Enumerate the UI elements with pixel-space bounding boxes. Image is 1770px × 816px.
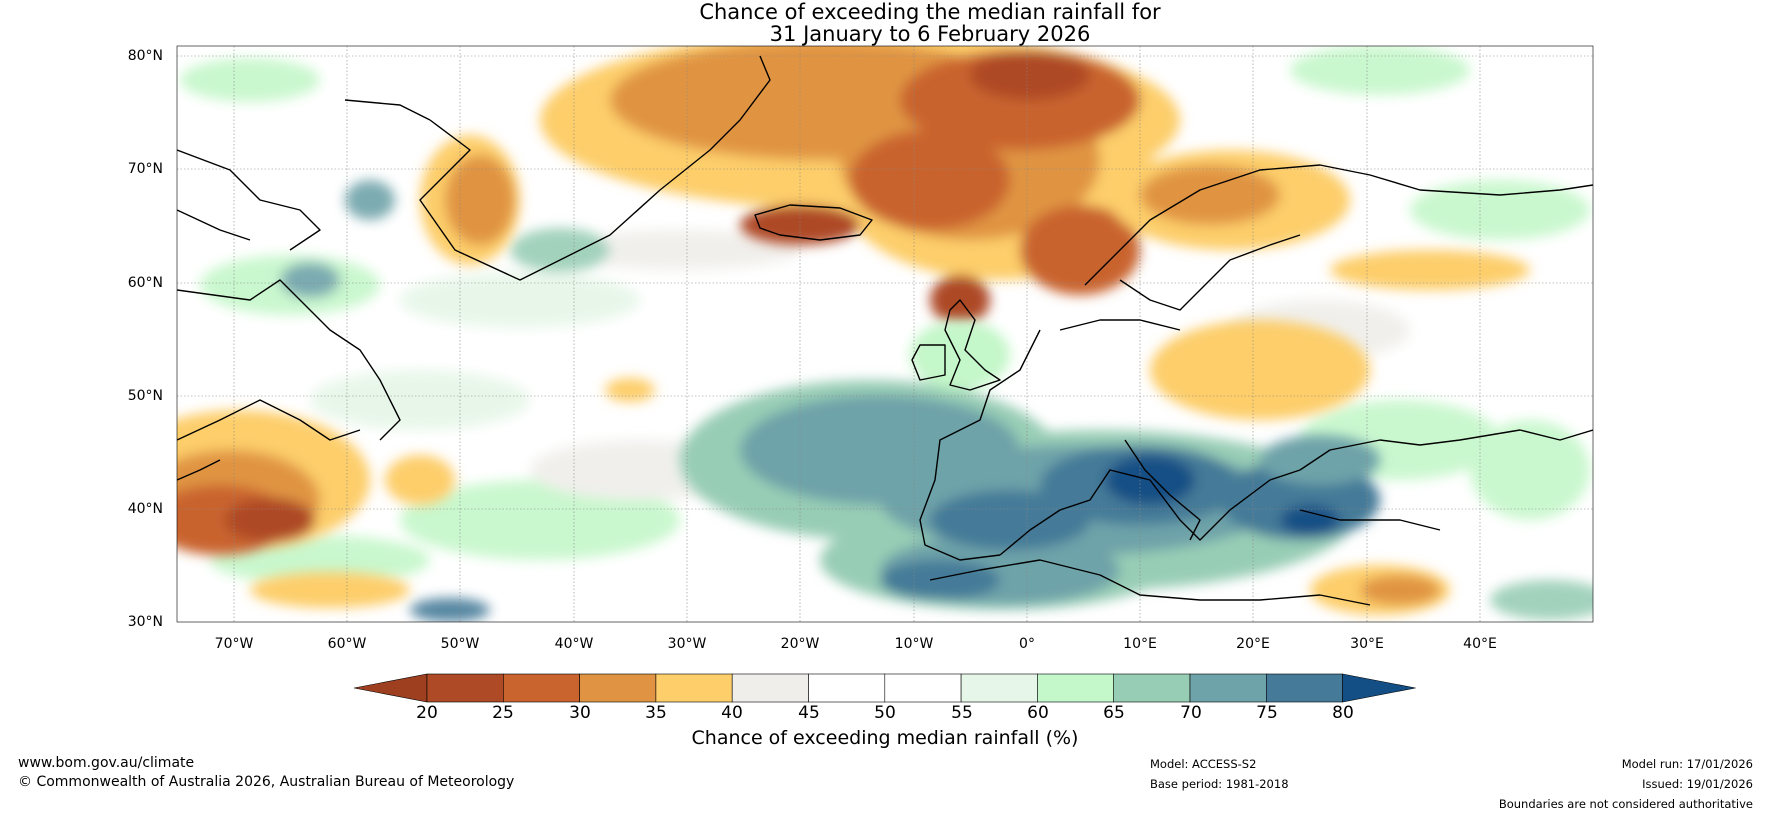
colorbar-segment — [960, 673, 1038, 703]
lon-label: 70°W — [214, 636, 254, 652]
colorbar-segment — [808, 673, 886, 703]
colorbar-tick-label: 70 — [1180, 703, 1202, 723]
coastlines — [177, 55, 1593, 606]
lon-label: 30°W — [667, 636, 707, 652]
base-period: Base period: 1981-2018 — [1150, 777, 1289, 791]
colorbar-segment — [502, 673, 580, 703]
lon-label: 40°W — [554, 636, 594, 652]
lon-label: 50°W — [440, 636, 480, 652]
boundaries-disclaimer: Boundaries are not considered authoritat… — [1498, 797, 1753, 811]
lon-label: 40°E — [1463, 636, 1497, 652]
lon-label: 10°W — [894, 636, 934, 652]
model-run-date: Model run: 17/01/2026 — [1621, 757, 1753, 771]
colorbar-tick-label: 80 — [1332, 703, 1354, 723]
colorbar-segment — [579, 673, 657, 703]
chart-title-line2: 31 January to 6 February 2026 — [769, 22, 1091, 46]
colorbar-tick-label: 50 — [874, 703, 896, 723]
lat-label: 70°N — [127, 161, 163, 177]
lon-label: 60°W — [327, 636, 367, 652]
colorbar-tick-label: 55 — [951, 703, 973, 723]
graticule — [177, 46, 1593, 622]
colorbar-segment — [426, 673, 504, 703]
lon-label: 0° — [1019, 636, 1035, 652]
colorbar-title: Chance of exceeding median rainfall (%) — [691, 727, 1079, 749]
colorbar-tick-label: 20 — [416, 703, 438, 723]
colorbar-extend-low — [353, 673, 428, 703]
colorbar-tick-label: 75 — [1256, 703, 1278, 723]
colorbar-tick-label: 45 — [798, 703, 820, 723]
lat-label: 60°N — [127, 275, 163, 291]
colorbar-segment — [1189, 673, 1267, 703]
map-frame — [176, 45, 1594, 623]
lat-label: 40°N — [127, 501, 163, 517]
lat-label: 80°N — [127, 48, 163, 64]
colorbar-tick-label: 60 — [1027, 703, 1049, 723]
colorbar-tick-label: 35 — [645, 703, 667, 723]
copyright-text: © Commonwealth of Australia 2026, Austra… — [18, 774, 515, 790]
colorbar-segment — [655, 673, 733, 703]
model-name: Model: ACCESS-S2 — [1150, 757, 1257, 771]
issued-date: Issued: 19/01/2026 — [1642, 777, 1753, 791]
lon-label: 20°E — [1236, 636, 1270, 652]
chart-title-line1: Chance of exceeding the median rainfall … — [699, 0, 1161, 24]
colorbar-tick-label: 65 — [1103, 703, 1125, 723]
colorbar-segment — [1266, 673, 1343, 703]
lat-label: 30°N — [127, 614, 163, 630]
colorbar-extend-high — [1342, 673, 1416, 703]
lon-label: 30°E — [1350, 636, 1384, 652]
colorbar-tick-label: 25 — [492, 703, 514, 723]
lon-label: 10°E — [1123, 636, 1157, 652]
colorbar-tick-label: 30 — [569, 703, 591, 723]
lat-label: 50°N — [127, 388, 163, 404]
colorbar-segment — [1113, 673, 1191, 703]
colorbar-segment — [884, 673, 962, 703]
colorbar-segment — [1037, 673, 1115, 703]
lon-label: 20°W — [780, 636, 820, 652]
colorbar-segment — [731, 673, 809, 703]
colorbar-tick-label: 40 — [721, 703, 743, 723]
rainfall-shading — [177, 46, 1593, 622]
website-link[interactable]: www.bom.gov.au/climate — [18, 755, 195, 771]
